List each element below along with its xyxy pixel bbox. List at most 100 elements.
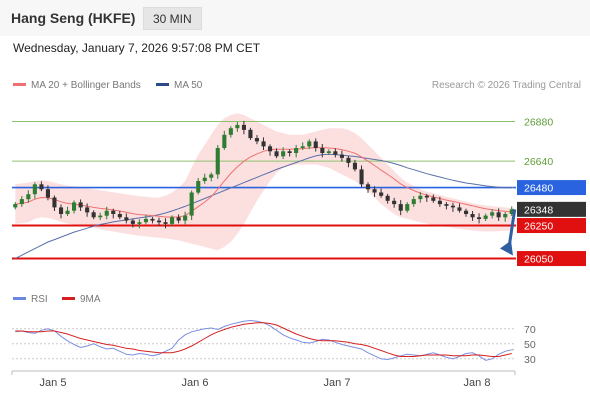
candle-body xyxy=(490,212,495,216)
candle-body xyxy=(111,210,116,214)
candle-body xyxy=(313,141,318,148)
candle xyxy=(111,208,116,219)
candle xyxy=(424,193,429,202)
ma9-label: 9MA xyxy=(80,294,101,305)
candle xyxy=(91,210,96,220)
candle xyxy=(359,165,364,188)
candle-body xyxy=(65,210,70,214)
candle xyxy=(117,211,122,220)
candle-body xyxy=(294,148,299,153)
candle-body xyxy=(215,148,220,175)
candle xyxy=(150,216,155,224)
candle xyxy=(228,126,233,138)
candle xyxy=(13,202,18,210)
x-tick-jan-6: Jan 6 xyxy=(182,377,209,389)
rsi-tick-50: 50 xyxy=(524,339,536,351)
candle xyxy=(85,203,90,217)
candle-body xyxy=(261,141,266,147)
ma20-line xyxy=(15,147,512,218)
candle-body xyxy=(222,134,227,148)
candle xyxy=(215,144,220,179)
candle-body xyxy=(19,199,24,205)
candle xyxy=(464,208,469,217)
candle xyxy=(202,173,207,184)
candle xyxy=(78,199,83,212)
instrument-title: Hang Seng (HKFE) xyxy=(11,10,136,26)
candle xyxy=(52,195,57,212)
candle xyxy=(196,178,201,195)
candle xyxy=(503,212,508,222)
price-label-26348-box xyxy=(517,201,586,217)
candle xyxy=(59,204,64,219)
candle-body xyxy=(130,220,135,224)
candle-body xyxy=(39,184,44,190)
candle xyxy=(72,200,77,214)
rsi-swatch xyxy=(13,296,26,300)
candle-body xyxy=(104,210,109,216)
rsi-tick-70: 70 xyxy=(524,324,536,336)
candle-body xyxy=(235,124,240,129)
bollinger-band xyxy=(15,113,512,251)
price-label-26050-box xyxy=(517,251,586,267)
candle xyxy=(65,206,70,216)
candle-body xyxy=(248,129,253,139)
candle-body xyxy=(366,184,371,190)
candle-body xyxy=(379,192,384,196)
candle xyxy=(405,202,410,213)
candle xyxy=(241,120,246,135)
candle xyxy=(333,148,338,158)
candle-body xyxy=(91,212,96,218)
candle xyxy=(287,149,292,157)
x-tick-jan-5: Jan 5 xyxy=(40,377,67,389)
candle-body xyxy=(418,195,423,200)
candle xyxy=(444,202,449,210)
legend-rsi: RSI xyxy=(13,294,48,305)
candle xyxy=(496,208,501,221)
candle xyxy=(385,193,390,204)
legend-ma50: MA 50 xyxy=(156,80,202,91)
candle-body xyxy=(359,169,364,185)
x-tick-jan-7: Jan 7 xyxy=(324,377,351,389)
candle-body xyxy=(503,214,508,218)
candle xyxy=(431,194,436,203)
candle-body xyxy=(470,214,475,218)
price-label-26050: 26050 xyxy=(524,254,553,266)
candle xyxy=(339,150,344,162)
candle-body xyxy=(509,209,514,214)
legend-ma20: MA 20 + Bollinger Bands xyxy=(13,80,141,91)
candle xyxy=(418,191,423,203)
candle-body xyxy=(189,192,194,216)
candle-body xyxy=(268,146,273,152)
candle-body xyxy=(444,204,449,206)
forecast-arrow-head xyxy=(500,240,513,256)
candle xyxy=(104,206,109,220)
candle xyxy=(170,215,175,226)
interval-selector[interactable]: 30 MIN xyxy=(143,7,202,30)
candle-body xyxy=(398,204,403,211)
candle-body xyxy=(300,146,305,148)
candle-body xyxy=(241,124,246,130)
candle xyxy=(483,213,488,221)
candle-body xyxy=(496,212,501,218)
candle-body xyxy=(281,151,286,157)
candle xyxy=(326,149,331,155)
ma9-swatch xyxy=(62,296,75,300)
candle-body xyxy=(202,177,207,181)
candle-body xyxy=(52,197,57,208)
candle-body xyxy=(117,214,122,218)
candle xyxy=(320,144,325,158)
candle-body xyxy=(228,128,233,135)
candle-body xyxy=(392,200,397,205)
candle xyxy=(450,202,455,212)
candle xyxy=(509,206,514,216)
candle xyxy=(313,138,318,152)
candle-body xyxy=(320,148,325,153)
candle-body xyxy=(372,189,377,193)
candle xyxy=(274,148,279,159)
candle xyxy=(163,218,168,229)
candle-body xyxy=(78,202,83,208)
candle xyxy=(19,196,24,207)
candle-body xyxy=(405,204,410,211)
candle-body xyxy=(26,194,31,200)
